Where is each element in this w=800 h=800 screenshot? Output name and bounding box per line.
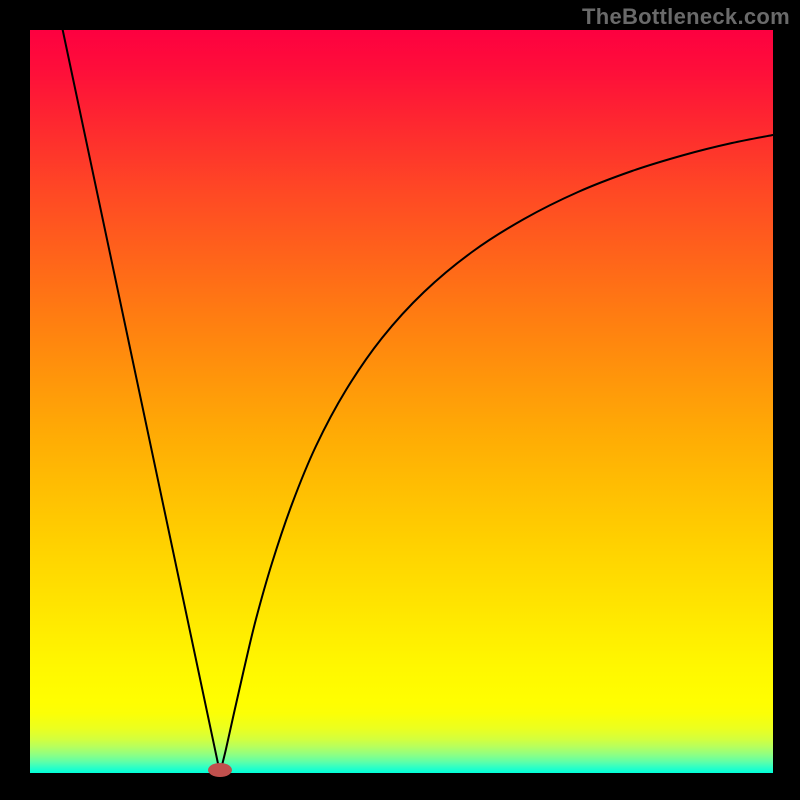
watermark-text: TheBottleneck.com — [582, 4, 790, 30]
optimal-point-marker — [208, 763, 232, 777]
chart-container: TheBottleneck.com — [0, 0, 800, 800]
bottleneck-curve — [0, 0, 800, 800]
